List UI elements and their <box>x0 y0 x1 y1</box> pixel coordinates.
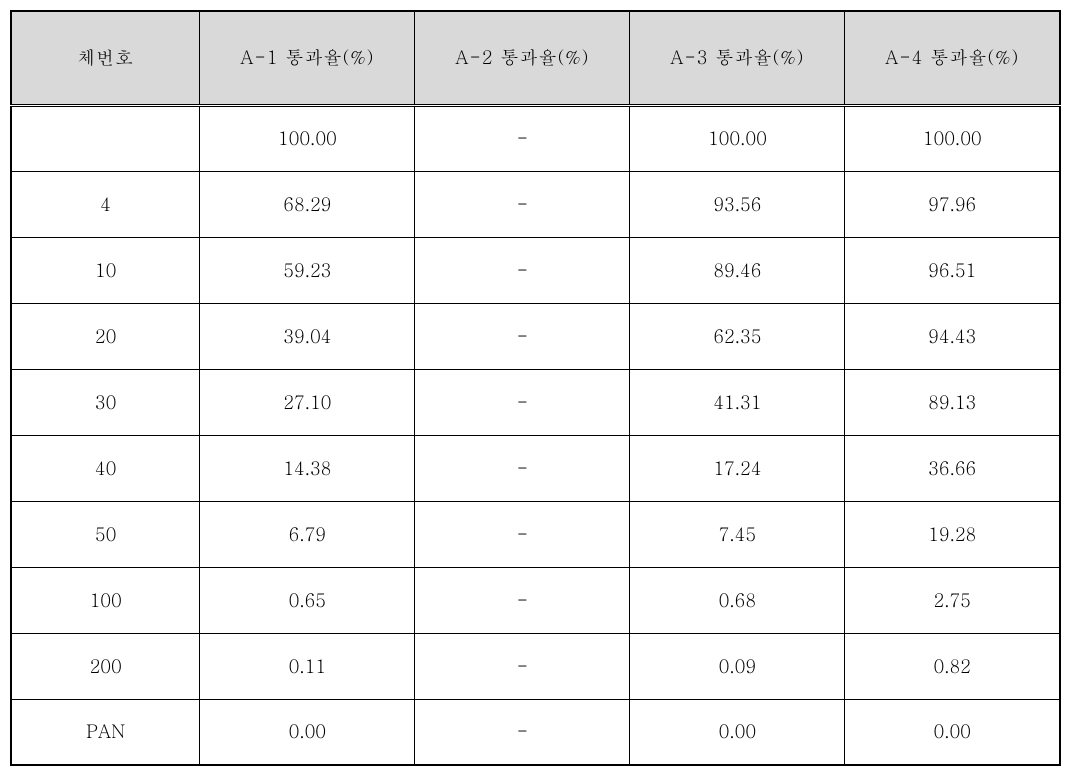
cell-sieve: 50 <box>11 501 200 567</box>
cell-a3: 0.09 <box>630 633 845 699</box>
cell-a1: 14.38 <box>200 435 415 501</box>
cell-a1: 68.29 <box>200 171 415 237</box>
table-body: 100.00 - 100.00 100.00 4 68.29 - 93.56 9… <box>11 105 1060 765</box>
cell-a3: 0.68 <box>630 567 845 633</box>
table-row: 30 27.10 - 41.31 89.13 <box>11 369 1060 435</box>
pass-rate-table: 체번호 A-1 통과율(%) A-2 통과율(%) A-3 통과율(%) A-4… <box>10 10 1061 766</box>
table-row: 100.00 - 100.00 100.00 <box>11 105 1060 171</box>
cell-a4: 100.00 <box>845 105 1060 171</box>
cell-a1: 39.04 <box>200 303 415 369</box>
cell-a1: 6.79 <box>200 501 415 567</box>
cell-a2: - <box>415 501 630 567</box>
table-row: 40 14.38 - 17.24 36.66 <box>11 435 1060 501</box>
header-sieve-number: 체번호 <box>11 11 200 105</box>
cell-a4: 0.82 <box>845 633 1060 699</box>
header-a4-passrate: A-4 통과율(%) <box>845 11 1060 105</box>
table-row: PAN 0.00 - 0.00 0.00 <box>11 699 1060 765</box>
cell-sieve: 200 <box>11 633 200 699</box>
cell-a2: - <box>415 699 630 765</box>
cell-a1: 59.23 <box>200 237 415 303</box>
cell-sieve: PAN <box>11 699 200 765</box>
cell-sieve <box>11 105 200 171</box>
cell-a4: 19.28 <box>845 501 1060 567</box>
cell-a3: 17.24 <box>630 435 845 501</box>
table-row: 200 0.11 - 0.09 0.82 <box>11 633 1060 699</box>
cell-a4: 89.13 <box>845 369 1060 435</box>
cell-a2: - <box>415 237 630 303</box>
table-header: 체번호 A-1 통과율(%) A-2 통과율(%) A-3 통과율(%) A-4… <box>11 11 1060 105</box>
cell-a1: 0.11 <box>200 633 415 699</box>
table-container: 체번호 A-1 통과율(%) A-2 통과율(%) A-3 통과율(%) A-4… <box>10 10 1061 766</box>
cell-a2: - <box>415 567 630 633</box>
cell-a2: - <box>415 369 630 435</box>
cell-a4: 0.00 <box>845 699 1060 765</box>
header-a3-passrate: A-3 통과율(%) <box>630 11 845 105</box>
cell-sieve: 20 <box>11 303 200 369</box>
cell-a4: 96.51 <box>845 237 1060 303</box>
cell-a1: 0.65 <box>200 567 415 633</box>
cell-sieve: 100 <box>11 567 200 633</box>
cell-sieve: 4 <box>11 171 200 237</box>
cell-a3: 62.35 <box>630 303 845 369</box>
cell-a2: - <box>415 435 630 501</box>
cell-a3: 100.00 <box>630 105 845 171</box>
cell-a1: 0.00 <box>200 699 415 765</box>
table-row: 50 6.79 - 7.45 19.28 <box>11 501 1060 567</box>
cell-a2: - <box>415 303 630 369</box>
header-a2-passrate: A-2 통과율(%) <box>415 11 630 105</box>
cell-a3: 41.31 <box>630 369 845 435</box>
cell-sieve: 40 <box>11 435 200 501</box>
cell-a4: 36.66 <box>845 435 1060 501</box>
cell-a3: 93.56 <box>630 171 845 237</box>
header-a1-passrate: A-1 통과율(%) <box>200 11 415 105</box>
header-row: 체번호 A-1 통과율(%) A-2 통과율(%) A-3 통과율(%) A-4… <box>11 11 1060 105</box>
table-row: 100 0.65 - 0.68 2.75 <box>11 567 1060 633</box>
cell-a1: 27.10 <box>200 369 415 435</box>
cell-sieve: 30 <box>11 369 200 435</box>
cell-a4: 2.75 <box>845 567 1060 633</box>
cell-a2: - <box>415 105 630 171</box>
cell-a4: 97.96 <box>845 171 1060 237</box>
table-row: 10 59.23 - 89.46 96.51 <box>11 237 1060 303</box>
cell-a3: 89.46 <box>630 237 845 303</box>
cell-a3: 7.45 <box>630 501 845 567</box>
cell-a2: - <box>415 171 630 237</box>
cell-sieve: 10 <box>11 237 200 303</box>
cell-a3: 0.00 <box>630 699 845 765</box>
cell-a2: - <box>415 633 630 699</box>
table-row: 4 68.29 - 93.56 97.96 <box>11 171 1060 237</box>
cell-a1: 100.00 <box>200 105 415 171</box>
cell-a4: 94.43 <box>845 303 1060 369</box>
table-row: 20 39.04 - 62.35 94.43 <box>11 303 1060 369</box>
